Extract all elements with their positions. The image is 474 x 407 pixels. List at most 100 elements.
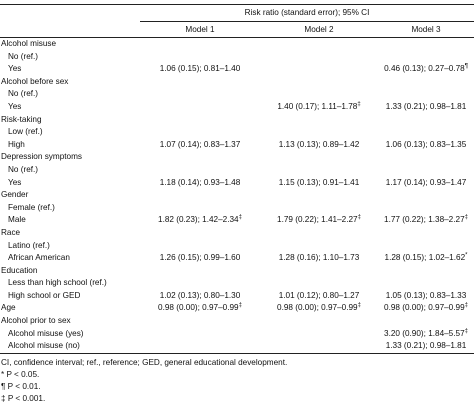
cell-value: 1.01 (0.12); 0.80–1.27: [278, 290, 360, 300]
column-header: Model 1: [140, 21, 260, 38]
cell: [260, 189, 378, 202]
cell: [378, 227, 474, 240]
cell: [260, 277, 378, 290]
cell: [260, 340, 378, 354]
row-label: Gender: [1, 190, 29, 200]
cell: [378, 126, 474, 139]
column-header: Model 2: [260, 21, 378, 38]
table-row: Yes 1.40 (0.17); 1.11–1.78‡ 1.33 (0.21); 0…: [0, 101, 474, 114]
cell: 1.13 (0.13); 0.89–1.42: [260, 139, 378, 152]
table-row: Alcohol misuse (yes) 3.20 (0.90); 1.84–5.…: [0, 328, 474, 341]
cell: [378, 114, 474, 127]
row-label: Age: [1, 303, 16, 313]
table-row: African American 1.26 (0.15); 0.99–1.60 1.…: [0, 252, 474, 265]
table-row: Yes 1.06 (0.15); 0.81–1.40 0.46 (0.13); 0.…: [0, 63, 474, 76]
cell: [140, 114, 260, 127]
footnote: ¶ P < 0.01.: [1, 382, 41, 391]
cell-value: 1.02 (0.13); 0.80–1.30: [159, 290, 241, 300]
row-label: Alcohol before sex: [1, 76, 69, 86]
cell-value: 1.06 (0.15); 0.81–1.40: [159, 64, 241, 74]
cell: [260, 126, 378, 139]
cell-value: 1.28 (0.16); 1.10–1.73: [278, 253, 360, 263]
cell: [140, 328, 260, 341]
cell: 1.18 (0.14); 0.93–1.48: [140, 177, 260, 190]
cell: [140, 151, 260, 164]
results-table: Risk ratio (standard error); 95% CI Mode…: [0, 4, 474, 354]
footnote: ‡ P < 0.001.: [1, 394, 46, 403]
table-row: Depression symptoms: [0, 151, 474, 164]
cell: [260, 63, 378, 76]
cell: [140, 265, 260, 278]
row-label: No (ref.): [8, 89, 39, 99]
row-label: Less than high school (ref.): [8, 278, 107, 288]
cell: [260, 76, 378, 89]
cell-value: 1.79 (0.22); 1.41–2.27: [277, 215, 358, 225]
cell-value: 1.28 (0.15); 1.02–1.62: [384, 253, 466, 263]
cell: [260, 227, 378, 240]
footnotes: CI, confidence interval; ref., reference…: [1, 357, 287, 405]
cell-value: 0.98 (0.00); 0.97–0.99: [158, 303, 239, 313]
table-row: Yes 1.18 (0.14); 0.93–1.48 1.15 (0.13); 0.…: [0, 177, 474, 190]
cell: 1.77 (0.22); 1.38–2.27‡: [378, 214, 474, 227]
cell: [260, 315, 378, 328]
cell: [140, 38, 260, 51]
cell: [378, 76, 474, 89]
row-label: Female (ref.): [8, 202, 55, 212]
significance-mark: ‡: [238, 302, 242, 309]
cell: 1.06 (0.13); 0.83–1.35: [378, 139, 474, 152]
cell: 0.98 (0.00); 0.97–0.99‡: [378, 302, 474, 315]
cell: 1.05 (0.13); 0.83–1.33: [378, 290, 474, 303]
cell: 1.26 (0.15); 0.99–1.60: [140, 252, 260, 265]
cell: [260, 88, 378, 101]
table-row: Risk-taking: [0, 114, 474, 127]
cell: 0.46 (0.13); 0.27–0.78¶: [378, 63, 474, 76]
cell: [378, 240, 474, 253]
row-label: Alcohol misuse (no): [0, 340, 140, 354]
cell-value: 1.33 (0.21); 0.98–1.81: [385, 101, 467, 111]
row-label: Low (ref.): [8, 127, 43, 137]
row-label: African American: [8, 253, 70, 263]
cell: 1.28 (0.16); 1.10–1.73: [260, 252, 378, 265]
cell: 1.07 (0.14); 0.83–1.37: [140, 139, 260, 152]
cell: [378, 151, 474, 164]
cell-value: 1.15 (0.13); 0.91–1.41: [278, 177, 360, 187]
cell: [260, 164, 378, 177]
table-row: Alcohol before sex: [0, 76, 474, 89]
cell: 1.33 (0.21); 0.98–1.81: [378, 340, 474, 354]
cell: [140, 340, 260, 354]
footnote: * P < 0.05.: [1, 370, 40, 379]
cell: [140, 164, 260, 177]
significance-mark: ¶: [464, 63, 468, 70]
cell-value: 1.13 (0.13); 0.89–1.42: [278, 139, 360, 149]
row-label: Risk-taking: [1, 114, 42, 124]
table-row: Less than high school (ref.): [0, 277, 474, 290]
cell-value: 0.98 (0.00); 0.97–0.99: [277, 303, 358, 313]
cell: [140, 227, 260, 240]
cell: [378, 38, 474, 51]
cell-value: 1.07 (0.14); 0.83–1.37: [159, 139, 241, 149]
span-header: Risk ratio (standard error); 95% CI: [140, 4, 474, 22]
row-label: Yes: [8, 101, 22, 111]
row-label: High: [8, 139, 25, 149]
cell: 1.33 (0.21); 0.98–1.81: [378, 101, 474, 114]
cell: [140, 88, 260, 101]
significance-mark: ‡: [357, 214, 361, 221]
row-label: Alcohol misuse (yes): [8, 328, 84, 338]
cell-value: 1.26 (0.15); 0.99–1.60: [159, 253, 241, 263]
table-row: High school or GED 1.02 (0.13); 0.80–1.30…: [0, 290, 474, 303]
cell: 3.20 (0.90); 1.84–5.57‡: [378, 328, 474, 341]
row-label: No (ref.): [8, 51, 39, 61]
table-row: Alcohol misuse (no) 1.33 (0.21); 0.98–1.8…: [0, 340, 474, 354]
table-row: Gender: [0, 189, 474, 202]
cell: [260, 265, 378, 278]
cell: 1.01 (0.12); 0.80–1.27: [260, 290, 378, 303]
cell-value: 1.06 (0.13); 0.83–1.35: [385, 139, 467, 149]
cell: 1.17 (0.14); 0.93–1.47: [378, 177, 474, 190]
footnote: CI, confidence interval; ref., reference…: [1, 358, 288, 367]
significance-mark: *: [465, 252, 468, 259]
cell: [140, 189, 260, 202]
table-row: Alcohol misuse: [0, 38, 474, 51]
cell-value: 1.82 (0.23); 1.42–2.34: [158, 215, 239, 225]
significance-mark: ‡: [238, 214, 242, 221]
